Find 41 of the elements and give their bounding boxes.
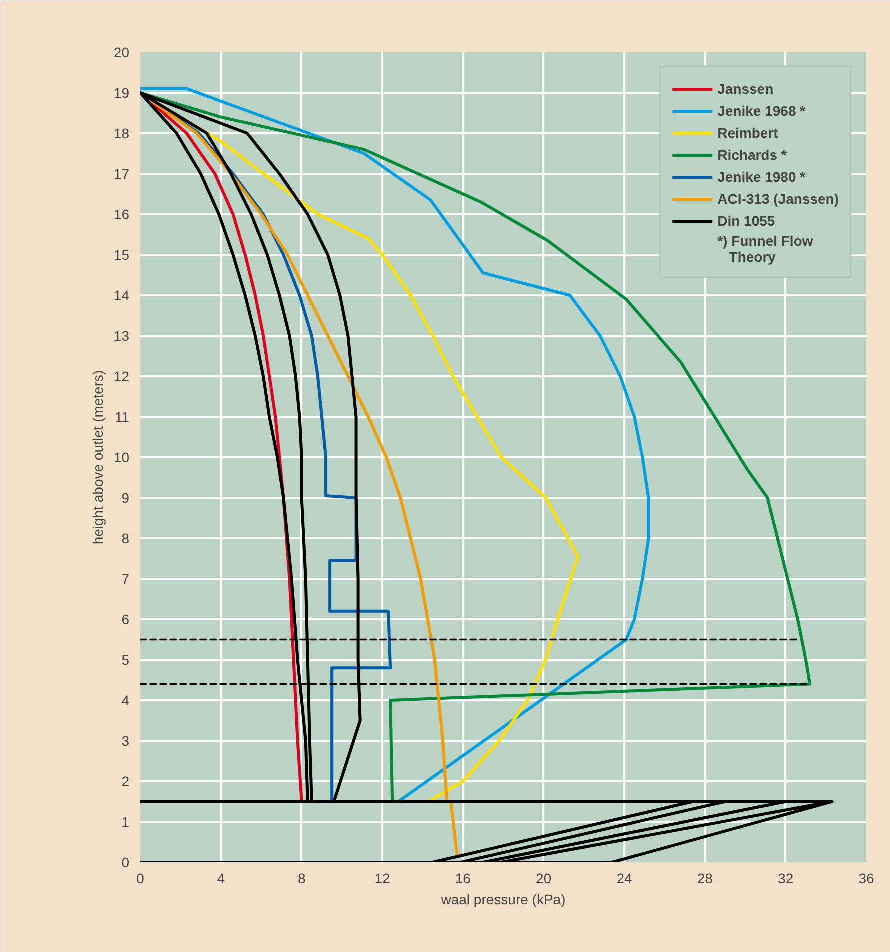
y-tick-label: 9 [122,490,130,506]
x-tick-label: 12 [374,870,390,886]
y-tick-label: 17 [114,166,130,182]
y-tick-label: 18 [114,126,130,142]
x-tick-label: 32 [778,870,794,886]
y-tick-label: 20 [114,44,130,60]
y-tick-label: 7 [122,571,130,587]
y-tick-label: 8 [122,530,130,546]
legend-label: Din 1055 [718,213,776,229]
x-tick-label: 28 [697,870,714,886]
x-axis-title: waal pressure (kPa) [440,892,566,908]
y-tick-label: 12 [114,368,130,384]
x-tick-label: 36 [858,870,874,886]
y-tick-label: 14 [114,288,130,304]
annotation: *) Funnel Flow Theory [718,233,814,265]
y-tick-label: 16 [114,206,130,222]
legend-label: ACI-313 (Janssen) [718,191,839,207]
x-tick-label: 0 [136,870,145,886]
y-tick-label: 10 [114,450,130,466]
y-tick-label: 11 [114,409,130,425]
x-tick-label: 8 [298,870,306,886]
y-tick-label: 0 [122,854,130,870]
y-tick-label: 19 [114,85,130,101]
legend-label: Jenike 1968 * [718,103,806,119]
y-tick-label: 4 [122,692,130,708]
legend-label: Jenike 1980 * [718,169,806,185]
y-tick-label: 1 [122,814,130,830]
y-tick-label: 5 [122,652,130,668]
y-tick-label: 6 [122,612,130,628]
x-tick-label: 20 [536,870,552,886]
y-tick-label: 2 [122,774,130,790]
x-tick-label: 24 [616,870,632,886]
y-axis-title: height above outlet (meters) [90,370,106,545]
y-tick-label: 15 [114,247,130,263]
x-tick-label: 4 [217,870,226,886]
legend-label: Richards * [718,147,787,163]
y-tick-label: 13 [114,328,130,344]
x-tick-label: 16 [455,870,472,886]
legend-label: Janssen [718,81,774,97]
y-tick-label: 3 [122,733,130,749]
legend-label: Reimbert [718,125,778,141]
